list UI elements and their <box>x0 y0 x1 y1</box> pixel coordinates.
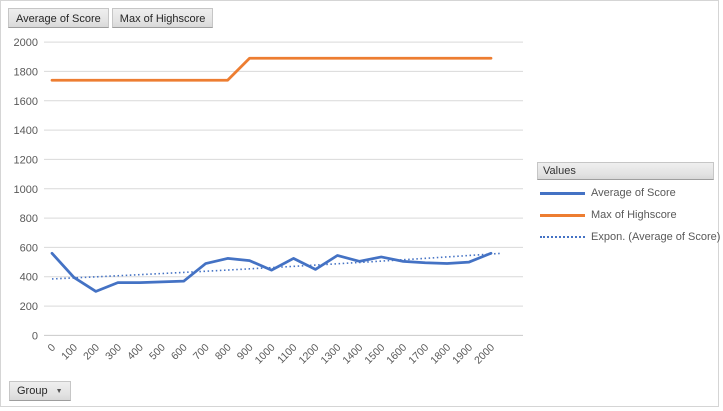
x-tick-label: 1000 <box>253 342 278 367</box>
legend-values-field-button[interactable]: Values <box>537 162 714 180</box>
x-tick-label: 1500 <box>362 342 387 367</box>
x-tick-label: 1800 <box>428 342 453 367</box>
x-tick-label: 1200 <box>297 342 322 367</box>
y-tick-label: 2000 <box>14 37 38 49</box>
axis-field-button-group[interactable]: Group ▼ <box>9 381 71 401</box>
legend-item-max-of-highscore[interactable]: Max of Highscore <box>540 208 677 222</box>
y-tick-label: 1600 <box>14 96 38 108</box>
legend-label-expon-trendline: Expon. (Average of Score) <box>591 231 721 243</box>
x-tick-label: 800 <box>213 342 234 363</box>
x-tick-label: 1400 <box>340 342 365 367</box>
x-tick-label: 300 <box>103 342 124 363</box>
value-field-buttons: Average of Score Max of Highscore <box>8 8 214 28</box>
dropdown-arrow-icon: ▼ <box>55 387 63 395</box>
y-tick-label: 1200 <box>14 154 38 166</box>
series-line-max-of-highscore[interactable] <box>50 56 493 82</box>
x-tick-label: 1900 <box>450 342 475 367</box>
x-tick-label: 200 <box>81 342 102 363</box>
legend-label-max-of-highscore: Max of Highscore <box>591 209 677 221</box>
x-tick-label: 1300 <box>318 342 343 367</box>
group-button-label: Group <box>17 385 48 397</box>
x-tick-label: 700 <box>191 342 212 363</box>
x-tick-label: 600 <box>169 342 190 363</box>
field-button-max-of-highscore[interactable]: Max of Highscore <box>111 8 214 28</box>
x-tick-label: 1700 <box>406 342 431 367</box>
y-tick-label: 600 <box>20 242 38 254</box>
trendline-expon-average-of-score[interactable] <box>51 252 503 280</box>
y-tick-label: 1400 <box>14 125 38 137</box>
legend-item-expon-trendline[interactable]: Expon. (Average of Score) <box>540 230 720 244</box>
legend: Values Average of Score Max of Highscore… <box>537 162 720 243</box>
y-tick-label: 400 <box>20 272 38 284</box>
x-tick-label: 2000 <box>472 342 497 367</box>
x-tick-label: 1600 <box>384 342 409 367</box>
legend-label-average-of-score: Average of Score <box>591 187 676 199</box>
x-tick-label: 400 <box>125 342 146 363</box>
legend-swatch-max-of-highscore <box>540 213 585 217</box>
y-tick-label: 0 <box>32 330 38 342</box>
y-tick-label: 200 <box>20 301 38 313</box>
legend-item-average-of-score[interactable]: Average of Score <box>540 186 676 200</box>
x-tick-label: 100 <box>59 342 80 363</box>
y-tick-label: 1800 <box>14 66 38 78</box>
field-button-average-of-score[interactable]: Average of Score <box>8 8 109 28</box>
legend-swatch-expon-trendline <box>540 236 585 238</box>
y-tick-label: 800 <box>20 213 38 225</box>
series-line-average-of-score[interactable] <box>50 251 493 293</box>
x-tick-label: 500 <box>147 342 168 363</box>
legend-swatch-average-of-score <box>540 191 585 195</box>
x-tick-label: 0 <box>46 342 59 355</box>
x-tick-label: 1100 <box>275 342 300 367</box>
y-tick-label: 1000 <box>14 184 38 196</box>
